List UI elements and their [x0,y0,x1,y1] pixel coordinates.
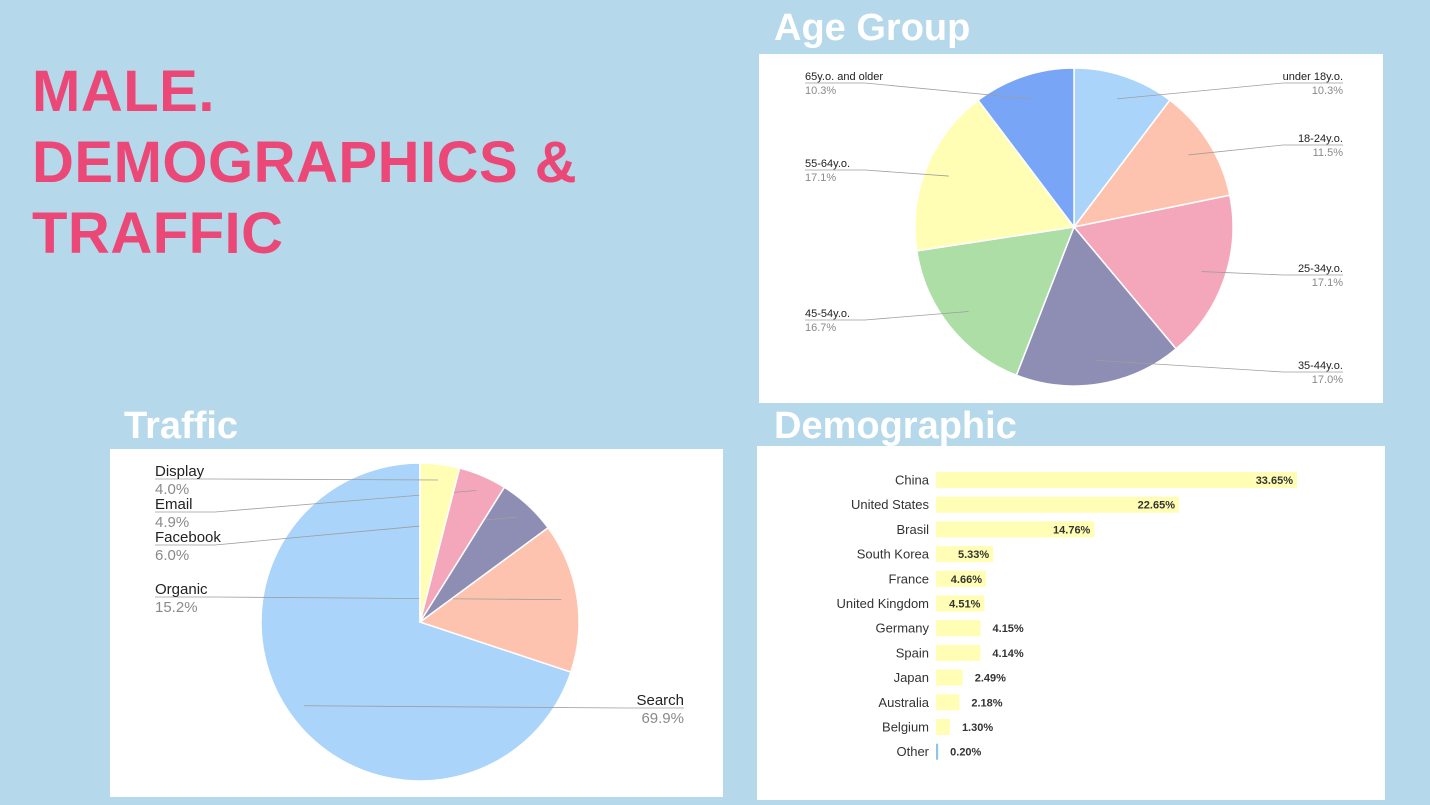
demographic-panel: China 33.65% United States 22.65% Brasil 14.7… [757,446,1385,800]
category-label-france: France [889,571,929,586]
pie-label-email: Email [155,496,193,513]
page-title-line: DEMOGRAPHICS & [32,130,578,195]
bar-spain [936,644,981,661]
pie-value-label-organic: 15.2% [155,599,198,616]
bar-australia [936,694,960,711]
bar-china [936,472,1297,488]
pie-label-55-64y-o: 55-64y.o. [805,158,850,170]
category-label-japan: Japan [894,670,929,685]
page-title: MALE. DEMOGRAPHICS & TRAFFIC [32,56,577,269]
bar-united-kingdom [936,595,985,612]
pie-label-organic: Organic [155,581,208,598]
value-label-germany: 4.15% [993,623,1024,635]
value-label-united-kingdom: 4.51% [949,599,980,611]
value-label-belgium: 1.30% [962,722,993,734]
category-label-china: China [895,473,930,488]
pie-value-label-65y-o-and-older: 10.3% [805,85,836,97]
category-label-united-kingdom: United Kingdom [837,596,930,611]
pie-slice-search [260,462,572,782]
bar-south-korea [936,546,994,563]
pie-value-label-facebook: 6.0% [155,547,189,564]
pie-label-facebook: Facebook [155,529,221,546]
age-group-pie-chart: under 18y.o. 10.3% 18-24y.o. 11.5% 25-34y.o.… [805,67,1344,387]
bar-brasil [936,521,1095,538]
pie-label-search: Search [636,692,684,709]
pie-slice-25-34y-o [1072,194,1234,350]
pie-value-label-under-18y-o: 10.3% [1312,85,1343,97]
bar-japan [936,669,963,686]
age-group-panel: under 18y.o. 10.3% 18-24y.o. 11.5% 25-34y.o.… [759,54,1383,403]
pie-slice-display [419,462,461,623]
leader-line-35-44y-o [1095,359,1343,373]
pie-label-under-18y-o: under 18y.o. [1283,71,1343,83]
pie-slice-under-18y-o [1073,67,1171,230]
bar-united-states [936,496,1179,513]
bar-belgium [936,719,950,735]
category-label-spain: Spain [896,645,929,660]
value-label-france: 4.66% [951,574,982,586]
value-label-other: 0.20% [950,747,981,759]
category-label-germany: Germany [876,621,930,636]
leader-line-55-64y-o [805,169,949,177]
leader-line-search [303,705,684,709]
pie-value-label-search: 69.9% [641,710,684,727]
pie-value-label-display: 4.0% [155,481,189,498]
leader-line-display [155,478,438,481]
age-group-title: Age Group [774,7,971,49]
category-label-other: Other [896,744,929,759]
page-title-line: MALE. [32,59,215,124]
leader-line-facebook [155,516,518,546]
pie-value-label-18-24y-o: 11.5% [1313,147,1344,159]
category-label-south-korea: South Korea [857,547,930,562]
value-label-south-korea: 5.33% [958,549,989,561]
value-label-united-states: 22.65% [1138,500,1176,512]
pie-value-label-25-34y-o: 17.1% [1312,277,1343,289]
pie-label-display: Display [155,463,205,480]
category-label-belgium: Belgium [882,720,929,735]
leader-line-email [155,490,477,513]
pie-label-45-54y-o: 45-54y.o. [805,308,850,320]
value-label-brasil: 14.76% [1053,524,1091,536]
demographic-bar-chart: China 33.65% United States 22.65% Brasil 14.7… [837,472,1297,760]
demographic-title: Demographic [774,405,1017,447]
pie-slice-45-54y-o [915,226,1076,377]
value-label-china: 33.65% [1256,475,1294,487]
category-label-australia: Australia [878,695,929,710]
pie-label-25-34y-o: 25-34y.o. [1298,263,1343,275]
leader-line-under-18y-o [1116,82,1343,100]
pie-slice-65y-o-and-older [977,67,1075,230]
pie-value-label-35-44y-o: 17.0% [1312,374,1343,386]
pie-slice-55-64y-o [914,99,1076,252]
pie-value-label-email: 4.9% [155,514,189,531]
bar-france [936,570,986,587]
value-label-spain: 4.14% [992,648,1023,660]
pie-slice-organic [418,526,580,674]
traffic-title: Traffic [124,405,239,447]
leader-line-45-54y-o [805,311,969,321]
pie-slice-35-44y-o [1015,225,1178,387]
bar-germany [936,620,981,637]
leader-line-18-24y-o [1188,144,1343,156]
value-label-australia: 2.18% [971,697,1002,709]
pie-label-35-44y-o: 35-44y.o. [1298,360,1343,372]
category-label-brasil: Brasil [896,522,929,537]
page-title-line: TRAFFIC [32,201,284,266]
value-label-japan: 2.49% [975,673,1006,685]
pie-label-18-24y-o: 18-24y.o. [1298,133,1343,145]
leader-line-65y-o-and-older [805,82,1032,100]
category-label-united-states: United States [851,497,930,512]
pie-label-65y-o-and-older: 65y.o. and older [805,71,883,83]
leader-line-25-34y-o [1201,271,1343,276]
pie-slice-18-24y-o [1072,99,1231,229]
bar-other [936,743,939,760]
pie-value-label-45-54y-o: 16.7% [805,322,836,334]
traffic-panel: Search 69.9% Organic 15.2% Facebook 6.0% Email… [110,449,723,797]
pie-value-label-55-64y-o: 17.1% [805,172,836,184]
